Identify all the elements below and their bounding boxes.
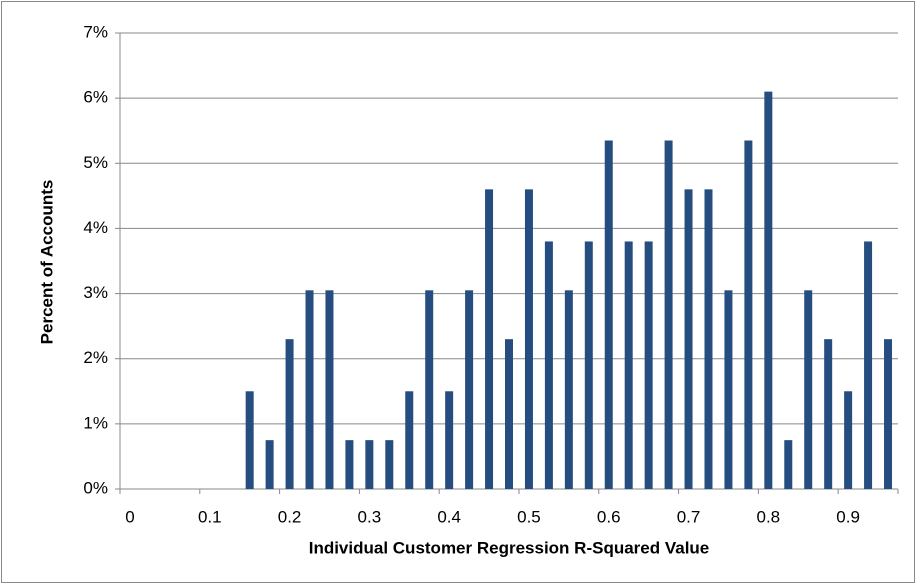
- bar: [385, 440, 394, 489]
- bar: [684, 189, 693, 490]
- bar: [285, 339, 294, 489]
- bar: [405, 391, 414, 489]
- y-axis-title: Percent of Accounts: [37, 180, 56, 345]
- x-tick-label: 0: [125, 507, 134, 526]
- bar: [305, 290, 314, 489]
- bar: [265, 440, 274, 489]
- y-tick-label: 7%: [83, 22, 108, 41]
- bar: [544, 241, 553, 489]
- bar: [604, 140, 613, 489]
- y-tick-label: 6%: [83, 88, 108, 107]
- x-tick-label: 0.9: [836, 507, 860, 526]
- bar: [564, 290, 573, 489]
- x-tick-label: 0.1: [198, 507, 222, 526]
- bar: [824, 339, 833, 489]
- bar: [485, 189, 494, 490]
- y-tick-label: 1%: [83, 413, 108, 432]
- bar: [764, 91, 773, 489]
- bar: [664, 140, 673, 489]
- bar: [505, 339, 513, 489]
- bar: [425, 290, 434, 489]
- bar: [365, 440, 374, 489]
- bar: [325, 290, 334, 489]
- x-tick-label: 0.7: [677, 507, 701, 526]
- y-tick-label: 0%: [83, 478, 108, 497]
- y-tick-label: 3%: [83, 283, 108, 302]
- bar: [804, 290, 813, 489]
- bar: [844, 391, 853, 489]
- x-tick-label: 0.5: [517, 507, 541, 526]
- bar: [644, 241, 653, 489]
- bar: [704, 189, 713, 490]
- bar: [864, 241, 873, 489]
- bar: [624, 241, 633, 489]
- bar: [724, 290, 733, 489]
- y-tick-label: 4%: [83, 218, 108, 237]
- x-tick-label: 0.2: [278, 507, 302, 526]
- x-tick-label: 0.8: [757, 507, 781, 526]
- bar: [784, 440, 793, 489]
- bar: [884, 339, 893, 489]
- x-tick-label: 0.6: [597, 507, 621, 526]
- x-axis-title: Individual Customer Regression R-Squared…: [309, 538, 710, 557]
- bar: [465, 290, 474, 489]
- bar: [744, 140, 753, 489]
- bar: [524, 189, 533, 490]
- x-tick-label: 0.3: [358, 507, 382, 526]
- bar: [245, 391, 254, 489]
- bar: [345, 440, 354, 489]
- bar: [584, 241, 593, 489]
- y-tick-label: 5%: [83, 153, 108, 172]
- x-tick-label: 0.4: [437, 507, 461, 526]
- y-tick-label: 2%: [83, 348, 108, 367]
- bar: [445, 391, 454, 489]
